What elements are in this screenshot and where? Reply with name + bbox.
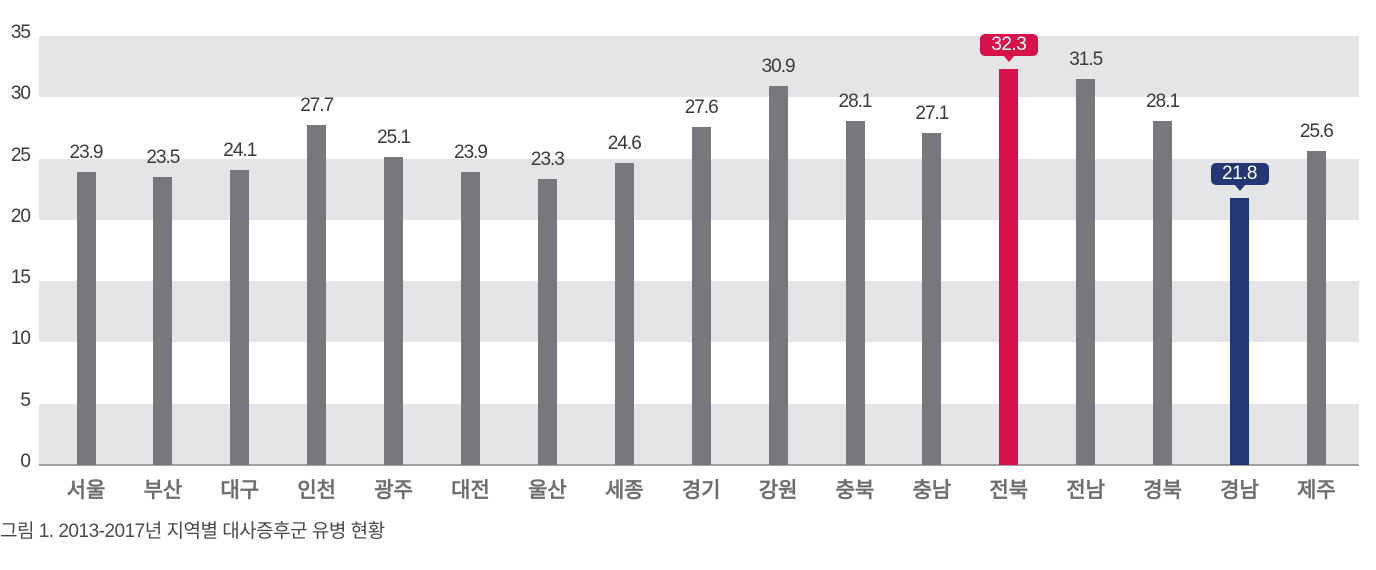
bar bbox=[537, 179, 557, 465]
max-value-badge: 32.3 bbox=[979, 34, 1038, 63]
x-category-label: 광주 bbox=[374, 479, 413, 502]
grid-band bbox=[39, 36, 1359, 98]
x-category-label: 서울 bbox=[66, 479, 106, 502]
y-tick-label: 0 bbox=[20, 451, 31, 472]
bar bbox=[1306, 151, 1326, 465]
x-category-label: 전북 bbox=[989, 479, 1029, 502]
value-label: 24.6 bbox=[607, 133, 642, 155]
value-label: 23.3 bbox=[530, 149, 565, 171]
bar bbox=[153, 176, 173, 465]
figure-caption: 그림 1. 2013-2017년 지역별 대사증후군 유병 현황 bbox=[0, 521, 385, 542]
bar bbox=[691, 126, 711, 465]
min-value-badge: 21.8 bbox=[1210, 162, 1269, 191]
value-label: 23.9 bbox=[69, 142, 104, 164]
x-category-label: 전남 bbox=[1066, 479, 1105, 502]
bar bbox=[76, 172, 96, 465]
x-category-label: 제주 bbox=[1297, 479, 1336, 502]
bar bbox=[384, 157, 404, 465]
x-category-label: 충남 bbox=[912, 479, 952, 502]
bar bbox=[1076, 78, 1096, 465]
value-label: 27.1 bbox=[915, 102, 949, 124]
bar bbox=[614, 163, 634, 465]
y-tick-label: 5 bbox=[20, 389, 31, 411]
y-tick-label: 30 bbox=[10, 83, 31, 105]
bar bbox=[1230, 197, 1249, 465]
y-tick-label: 35 bbox=[10, 22, 31, 43]
bar bbox=[845, 120, 865, 465]
y-tick-label: 10 bbox=[10, 328, 31, 350]
x-category-label: 강원 bbox=[758, 479, 798, 502]
bar bbox=[768, 86, 788, 465]
bar bbox=[922, 132, 942, 465]
bar bbox=[999, 69, 1019, 465]
value-label: 31.5 bbox=[1069, 48, 1103, 70]
value-label: 28.1 bbox=[838, 90, 873, 112]
value-label: 24.1 bbox=[223, 139, 257, 161]
x-category-label: 대전 bbox=[451, 479, 490, 502]
x-category-label: 경남 bbox=[1220, 479, 1259, 502]
bar bbox=[461, 172, 480, 465]
bar bbox=[230, 169, 250, 465]
x-category-label: 대구 bbox=[220, 479, 260, 502]
value-label: 25.1 bbox=[377, 127, 411, 149]
x-category-label: 세종 bbox=[604, 479, 644, 502]
x-axis-line bbox=[39, 464, 1359, 466]
value-label: 27.6 bbox=[684, 96, 719, 118]
y-tick-label: 25 bbox=[10, 144, 31, 166]
bar bbox=[1153, 120, 1173, 465]
value-label: 28.1 bbox=[1146, 90, 1180, 112]
value-label: 30.9 bbox=[761, 56, 796, 78]
value-label: 25.6 bbox=[1299, 121, 1334, 143]
y-tick-label: 20 bbox=[10, 205, 31, 227]
value-label: 23.5 bbox=[146, 146, 180, 168]
y-tick-label: 15 bbox=[10, 267, 31, 289]
x-category-label: 울산 bbox=[528, 479, 567, 502]
x-category-label: 경북 bbox=[1143, 479, 1182, 502]
value-label: 27.7 bbox=[300, 95, 334, 117]
x-category-label: 인천 bbox=[297, 479, 336, 502]
bar bbox=[307, 125, 327, 465]
value-label: 23.9 bbox=[454, 142, 488, 164]
x-category-label: 부산 bbox=[143, 479, 183, 502]
x-category-label: 충북 bbox=[835, 479, 875, 502]
x-category-label: 경기 bbox=[681, 479, 721, 502]
